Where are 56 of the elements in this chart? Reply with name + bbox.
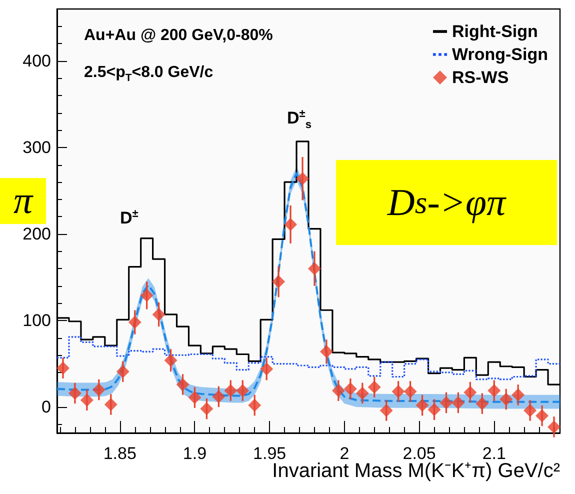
point: [80, 394, 94, 407]
point: [368, 380, 381, 394]
annotation: 2.5<p$_{T}$<8.0 GeV/c: [84, 64, 214, 84]
y-tick-label: 100: [22, 311, 51, 330]
annotation: D$^{±}$: [120, 208, 138, 229]
point: [140, 288, 154, 302]
y-tick-label: 200: [22, 224, 51, 244]
point: [440, 396, 453, 410]
point: [308, 262, 321, 276]
point: [116, 365, 130, 378]
point: [212, 390, 226, 404]
point: [152, 308, 166, 321]
point: [224, 384, 238, 398]
point: [488, 384, 501, 398]
point: [464, 386, 477, 399]
point: [380, 404, 393, 417]
point: [188, 391, 202, 404]
point: [512, 388, 525, 402]
point: [68, 386, 82, 400]
y-tick-label: 300: [22, 138, 51, 157]
point: [356, 386, 369, 400]
point: [176, 378, 190, 392]
point: [260, 362, 274, 376]
point: [524, 404, 537, 417]
point: [296, 172, 310, 186]
legend-label: Wrong-Sign: [452, 45, 548, 64]
point: [104, 398, 118, 411]
point: [128, 316, 142, 329]
x-tick-label: 1.9: [182, 444, 207, 463]
point: [332, 384, 345, 398]
x-tick-label: 1.85: [103, 444, 136, 463]
point: [200, 402, 214, 416]
point: [344, 382, 357, 396]
point: [452, 396, 465, 410]
point: [392, 384, 405, 398]
point: [92, 383, 106, 396]
point: [476, 397, 489, 410]
annotation: Au+Au @ 200 GeV,0-80%: [84, 27, 273, 45]
point: [284, 218, 298, 231]
y-tick-label: 0: [42, 398, 51, 417]
point: [320, 345, 333, 358]
point: [248, 398, 262, 412]
y-tick-label: 400: [22, 51, 51, 70]
point: [272, 275, 286, 288]
point: [416, 398, 429, 412]
point: [404, 384, 417, 398]
point: [548, 420, 561, 434]
text: π: [0, 178, 46, 224]
point: [56, 362, 70, 375]
point: [164, 354, 178, 367]
point: [500, 392, 513, 406]
point: [536, 409, 549, 422]
point: [428, 403, 441, 416]
point: [236, 384, 250, 398]
legend-label: RS-WS: [452, 68, 509, 87]
legend-label: Right-Sign: [452, 22, 538, 41]
